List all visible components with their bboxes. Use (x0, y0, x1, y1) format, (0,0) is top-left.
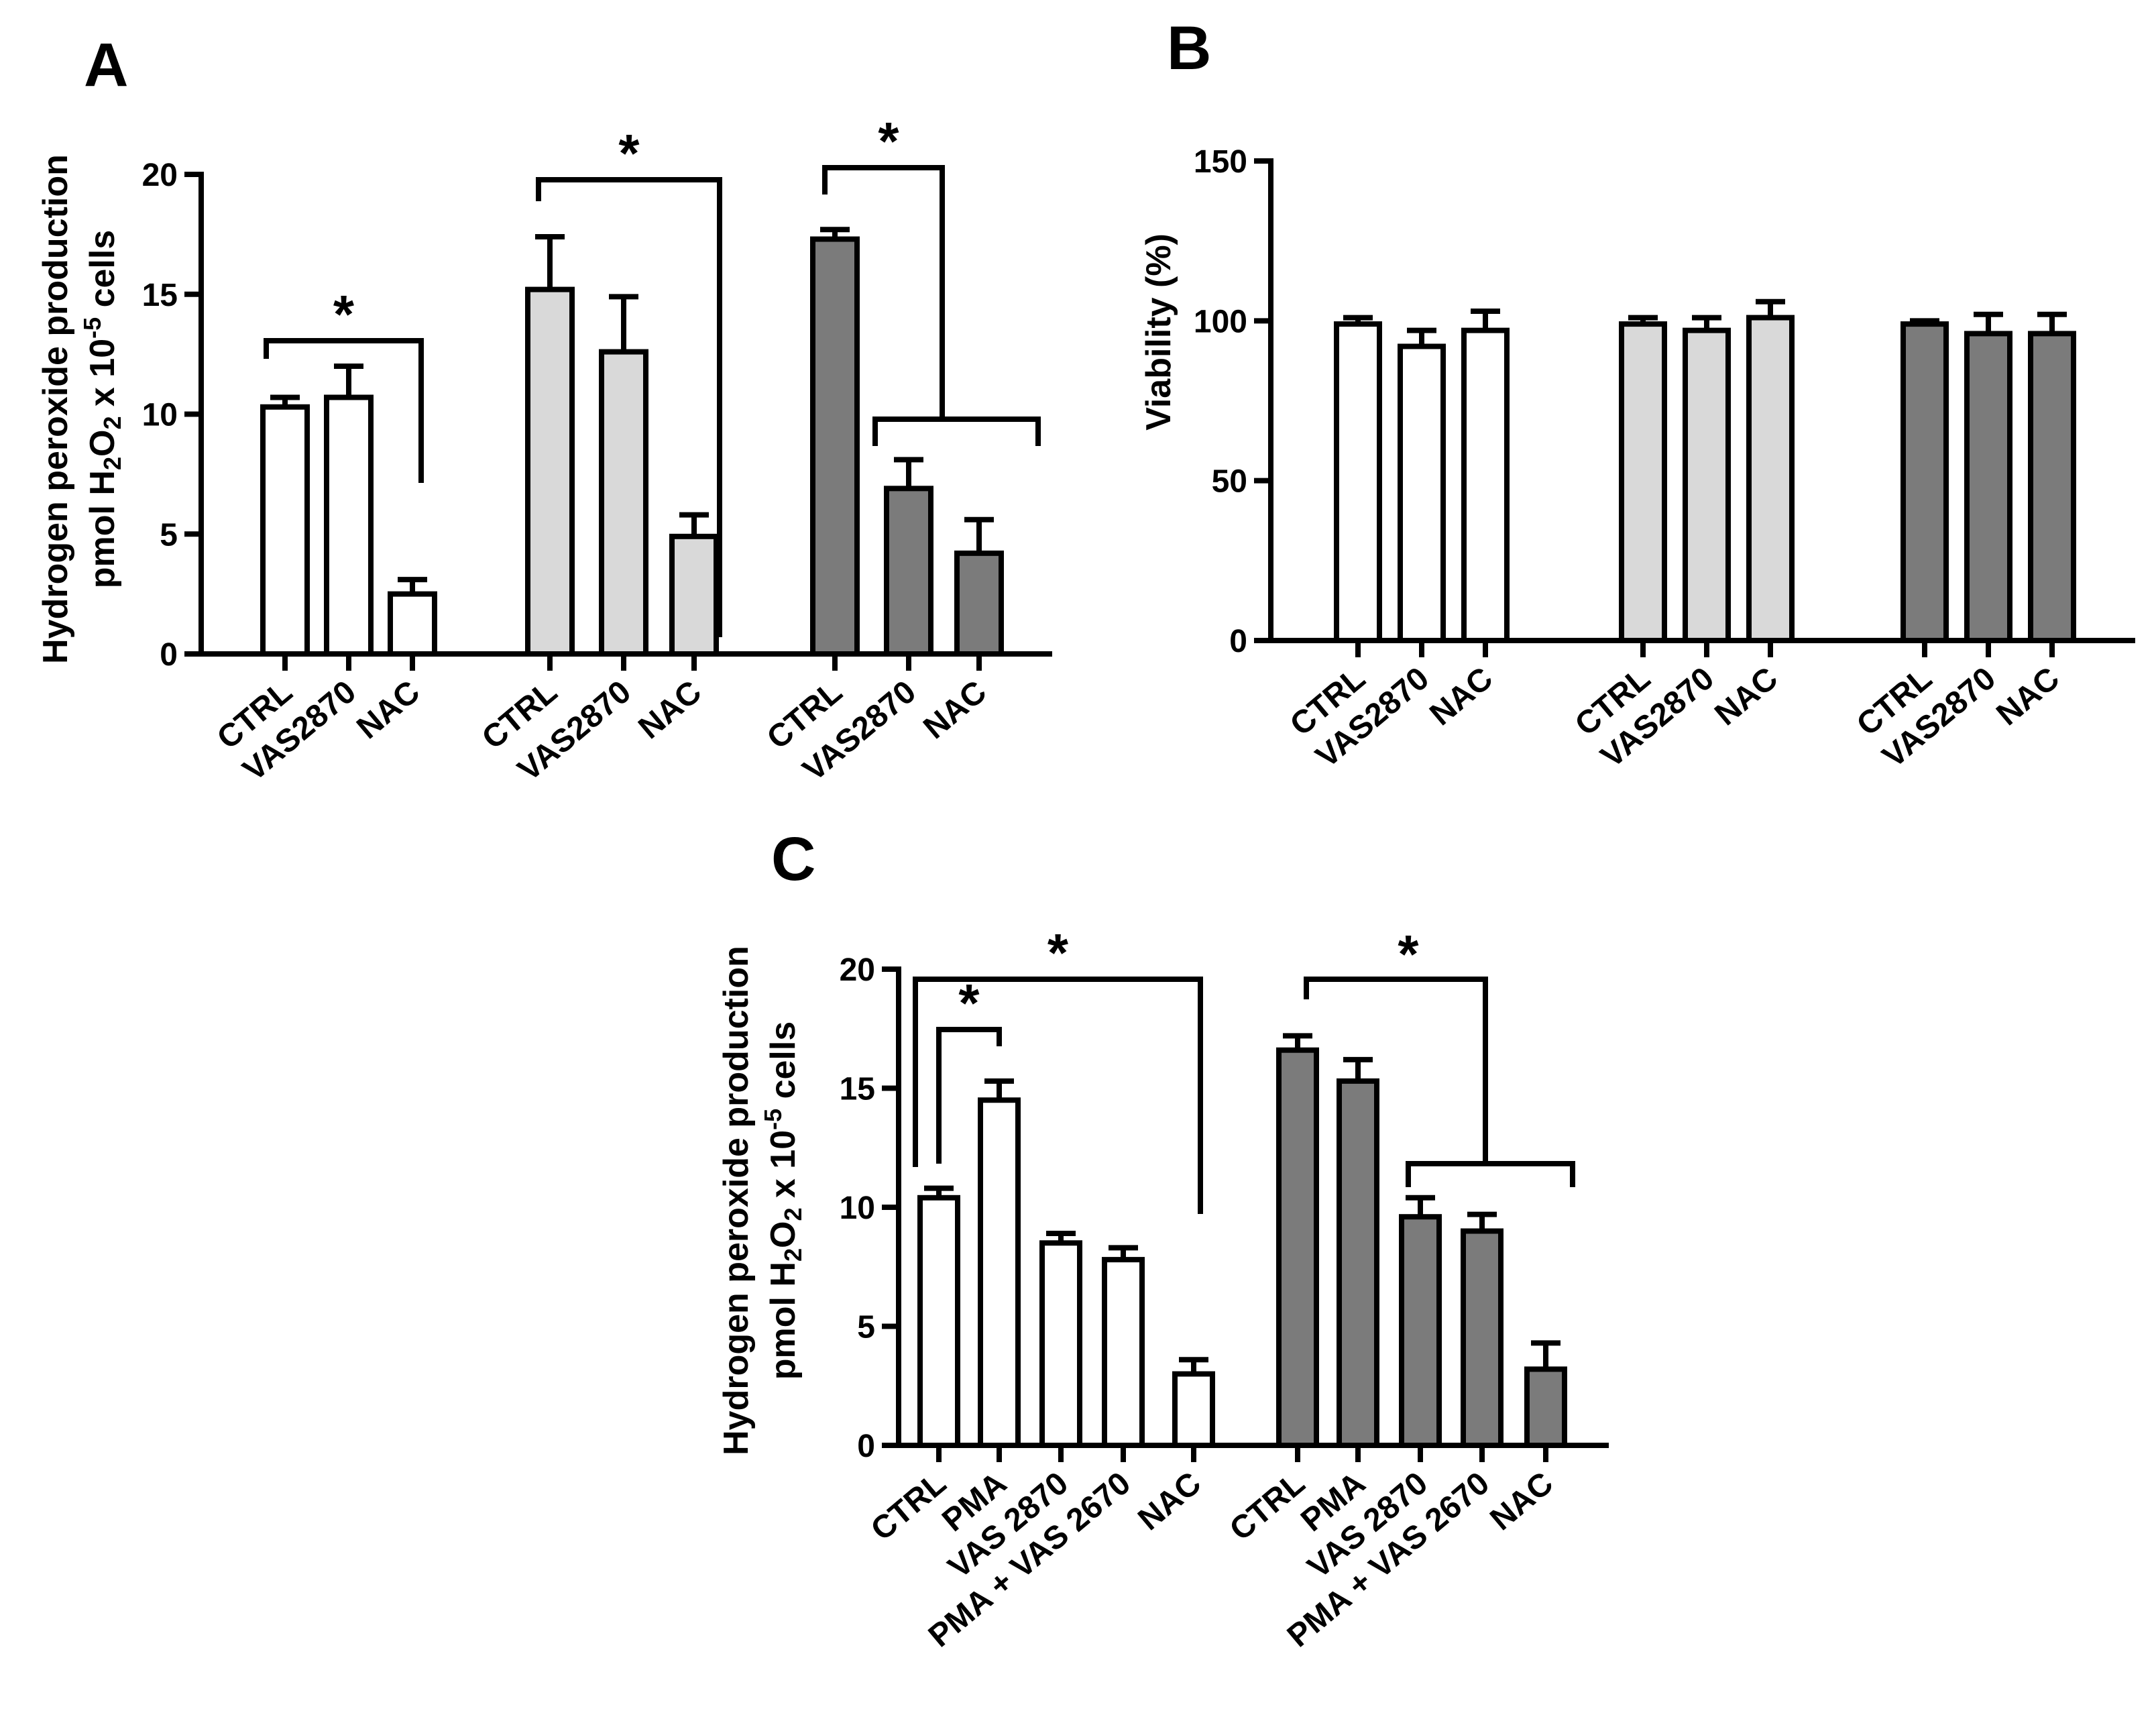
panel-a-category-label: NAC (632, 674, 708, 746)
panel-c-y-tick-label: 0 (857, 1429, 875, 1464)
panel-a-bar (884, 486, 933, 657)
panel-c-y-label-line2: pmol H2O2 x 10-5 cells (759, 1021, 807, 1380)
panel-c-y-tick-label: 20 (840, 952, 875, 988)
panel-a-y-tick-label: 10 (142, 398, 178, 433)
panel-b-bar (1619, 321, 1667, 643)
panel-c-significance-bracket (1304, 977, 1488, 1164)
panel-c-bar (1172, 1371, 1215, 1448)
panel-a-y-tick-label: 20 (142, 158, 178, 193)
panel-c-y-tick-label: 5 (857, 1310, 875, 1345)
panel-c-bar (917, 1195, 960, 1449)
panel-a-y-label-line1: Hydrogen peroxide production (36, 154, 75, 664)
panel-a-category-label: NAC (917, 674, 993, 746)
panel-c-category-label: NAC (1483, 1465, 1560, 1537)
panel-a-significance-span (872, 417, 1041, 446)
panel-c-significance-bracket-star: * (958, 973, 980, 1033)
panel-b-bar (1334, 321, 1382, 643)
panel-b-y-tick-label: 0 (1229, 624, 1247, 659)
panel-a-bar (669, 533, 719, 657)
panel-b-bar (1398, 343, 1446, 643)
panel-b-y-axis-label: Viability (%) (1139, 233, 1178, 431)
panel-c-significance-bracket (936, 1027, 1002, 1164)
panel-b-category-label: NAC (1708, 661, 1784, 732)
panel-a-significance-bracket-star: * (618, 123, 640, 183)
panel-c: Hydrogen peroxide production pmol H2O2 x… (717, 923, 1609, 1654)
panel-c-bar (978, 1097, 1021, 1448)
panel-b-y-tick-label: 100 (1194, 304, 1247, 339)
panel-b-category-label: NAC (1423, 661, 1499, 732)
panel-c-bar (1524, 1366, 1567, 1449)
panel-a-y-tick-label: 0 (160, 637, 178, 673)
panel-a-bar (260, 404, 310, 657)
panel-c-bar (1276, 1047, 1319, 1448)
panel-a-bar (599, 349, 648, 657)
panel-a: Hydrogen peroxide production pmol H2O2 x… (36, 111, 1052, 788)
panel-c-significance-bracket-star: * (1398, 924, 1419, 984)
panel-a-bar (324, 394, 374, 657)
panel-c-y-tick-label: 15 (840, 1072, 875, 1107)
panel-c-category-label: CTRL (1223, 1465, 1312, 1548)
panel-label-c: C (771, 825, 815, 893)
panel-a-significance-bracket-star: * (333, 284, 355, 344)
panel-a-bar (525, 286, 575, 657)
panel-a-significance-bracket (264, 338, 424, 483)
panel-c-bar (1461, 1228, 1503, 1448)
panel-b-bar (1683, 327, 1731, 643)
panel-c-significance-bracket-star: * (1047, 923, 1069, 983)
panel-b-bar (1746, 315, 1795, 643)
panel-c-significance-span (1406, 1161, 1575, 1187)
panel-a-significance-bracket (822, 165, 945, 419)
panel-b-y-tick-label: 150 (1194, 144, 1247, 180)
panel-b-bar (1461, 327, 1510, 643)
panel-c-bar (1399, 1214, 1442, 1448)
panel-c-y-axis-label: Hydrogen peroxide production pmol H2O2 x… (717, 946, 807, 1455)
panel-c-category-label: CTRL (864, 1465, 953, 1548)
panel-a-y-tick-label: 5 (160, 517, 178, 553)
panel-c-significance-bracket (913, 977, 1203, 1214)
panel-a-bar (388, 591, 437, 657)
panel-a-significance-bracket-star: * (878, 111, 899, 171)
panel-c-category-label: NAC (1131, 1465, 1208, 1537)
panel-label-b: B (1167, 14, 1211, 82)
panel-b-bar (1900, 321, 1949, 643)
panel-a-y-label-line2: pmol H2O2 x 10-5 cells (78, 230, 126, 589)
panel-a-bar (810, 236, 860, 657)
panel-c-y-label-line1: Hydrogen peroxide production (717, 946, 756, 1455)
panel-a-y-tick-label: 15 (142, 278, 178, 313)
panel-a-significance-bracket (536, 177, 722, 637)
panel-a-y-axis-label: Hydrogen peroxide production pmol H2O2 x… (36, 154, 126, 664)
panel-c-bar (1337, 1078, 1379, 1448)
panel-a-bar (954, 550, 1004, 657)
panel-b-category-label: NAC (1990, 661, 2066, 732)
panel-b-y-tick-label: 50 (1212, 464, 1247, 500)
panel-c-y-tick-label: 10 (840, 1190, 875, 1226)
panel-b-bar (1964, 331, 2012, 643)
panel-a-category-label: NAC (350, 674, 427, 746)
panel-label-a: A (84, 31, 128, 99)
panel-b-bar (2028, 331, 2076, 643)
panel-c-bar (1102, 1257, 1145, 1448)
panel-c-bar (1039, 1240, 1082, 1448)
